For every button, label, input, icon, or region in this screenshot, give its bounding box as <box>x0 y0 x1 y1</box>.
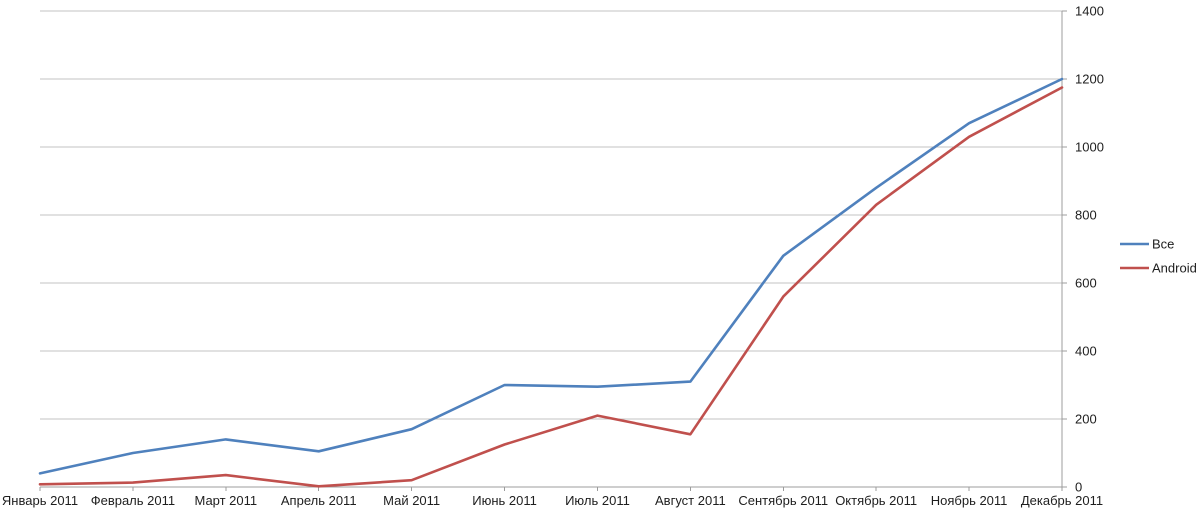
x-axis <box>39 486 1063 491</box>
y-axis-label: 1000 <box>1075 140 1104 155</box>
y-axis-label: 200 <box>1075 412 1097 427</box>
series-line-android <box>38 86 1064 488</box>
series-line-все <box>38 77 1064 475</box>
x-axis-label: Май 2011 <box>383 493 440 508</box>
legend: Все Android <box>1120 237 1197 276</box>
y-axis-label: 1400 <box>1075 4 1104 19</box>
x-axis-label: Июль 2011 <box>565 493 630 508</box>
legend-item: Android <box>1120 261 1197 276</box>
y-axis-label: 0 <box>1075 480 1082 495</box>
x-axis-label: Март 2011 <box>194 493 257 508</box>
y-axis-label: 800 <box>1075 208 1097 223</box>
x-axis-label: Январь 2011 <box>2 493 78 508</box>
y-axis-label: 400 <box>1075 344 1097 359</box>
x-axis-label: Декабрь 2011 <box>1021 493 1103 508</box>
legend-label: Android <box>1152 261 1197 276</box>
x-axis-label: Апрель 2011 <box>281 493 357 508</box>
y-axis-label: 600 <box>1075 276 1097 291</box>
y-axis <box>1061 10 1067 488</box>
x-axis-label: Октябрь 2011 <box>835 493 917 508</box>
x-axis-label: Ноябрь 2011 <box>931 493 1008 508</box>
legend-label: Все <box>1152 237 1174 252</box>
x-axis-label: Февраль 2011 <box>91 493 175 508</box>
x-axis-label: Август 2011 <box>655 493 726 508</box>
x-axis-labels: Январь 2011 Февраль 2011 Март 2011 Апрель 2… <box>2 493 1103 508</box>
y-axis-labels: 0 200 400 600 800 1000 1200 1400 <box>1075 4 1104 495</box>
legend-item: Все <box>1120 237 1174 252</box>
x-axis-label: Июнь 2011 <box>472 493 537 508</box>
x-axis-label: Сентябрь 2011 <box>738 493 828 508</box>
gridlines <box>40 10 1062 420</box>
y-axis-label: 1200 <box>1075 72 1104 87</box>
